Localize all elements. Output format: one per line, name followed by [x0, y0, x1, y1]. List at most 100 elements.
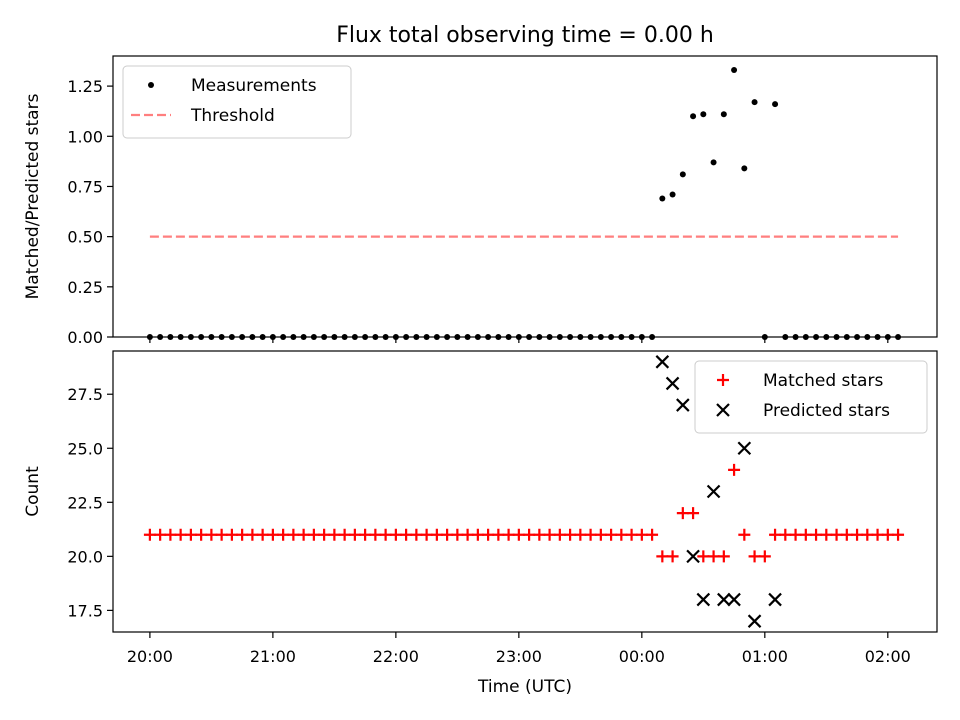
y-tick-label: 20.0	[67, 547, 103, 566]
data-point	[174, 528, 187, 541]
data-point	[287, 528, 300, 541]
data-point	[892, 528, 905, 541]
legend: Measurements Threshold	[122, 65, 352, 139]
legend-box	[122, 65, 352, 139]
data-point	[861, 528, 874, 541]
data-point	[441, 528, 454, 541]
data-point	[389, 528, 402, 541]
data-point	[584, 528, 597, 541]
series-matched-stars	[143, 463, 905, 563]
legend-marker	[716, 403, 730, 417]
data-point	[564, 528, 577, 541]
data-point	[659, 195, 666, 202]
y-tick-label: 1.25	[67, 77, 103, 96]
data-point	[666, 550, 679, 563]
data-point	[625, 528, 638, 541]
y-axis-label: Matched/Predicted stars	[23, 93, 43, 299]
data-point	[696, 592, 711, 607]
legend-marker	[717, 374, 729, 386]
data-point	[727, 592, 741, 607]
data-point	[215, 528, 228, 541]
data-point	[751, 99, 758, 106]
data-point	[768, 592, 782, 607]
y-tick-label: 0.00	[67, 328, 103, 347]
y-tick-label: 17.5	[67, 601, 103, 620]
y-tick-label: 25.0	[67, 439, 103, 458]
data-point	[195, 528, 208, 541]
data-point	[710, 159, 717, 166]
data-point	[461, 528, 474, 541]
data-point	[738, 528, 751, 541]
data-point	[379, 528, 392, 541]
data-point	[676, 398, 690, 412]
data-point	[635, 528, 648, 541]
data-point	[605, 528, 618, 541]
data-point	[747, 614, 762, 628]
data-point	[420, 528, 433, 541]
bottom-subplot: Count 17.5 20.0 22.5 25.0 27.5 20:00 21:00 22:00…	[23, 350, 938, 666]
data-point	[482, 528, 495, 541]
data-point	[143, 528, 156, 541]
data-point	[720, 111, 727, 118]
data-point	[359, 528, 372, 541]
data-point	[799, 528, 812, 541]
data-point	[533, 528, 546, 541]
data-point	[676, 507, 689, 520]
data-point	[871, 528, 884, 541]
data-point	[779, 528, 792, 541]
data-point	[451, 528, 464, 541]
data-point	[717, 592, 731, 607]
data-point	[553, 528, 566, 541]
data-point	[789, 528, 802, 541]
data-point	[728, 463, 741, 476]
data-point	[236, 528, 249, 541]
x-tick-label: 01:00	[742, 647, 788, 666]
y-tick-label: 0.25	[67, 278, 103, 297]
data-point	[758, 550, 771, 563]
data-point	[686, 549, 700, 564]
data-point	[266, 528, 279, 541]
data-point	[669, 191, 676, 198]
data-point	[655, 355, 670, 369]
y-axis-label: Count	[23, 466, 43, 517]
data-point	[748, 550, 761, 563]
data-point	[410, 528, 423, 541]
data-point	[369, 528, 382, 541]
data-point	[256, 528, 269, 541]
data-point	[471, 528, 484, 541]
data-point	[512, 528, 525, 541]
data-point	[574, 528, 587, 541]
data-point	[737, 441, 752, 456]
data-point	[328, 528, 341, 541]
data-point	[594, 528, 607, 541]
legend: Matched stars Predicted stars	[694, 360, 928, 434]
y-tick-label: 0.50	[67, 228, 103, 247]
data-point	[690, 113, 697, 120]
data-point	[851, 528, 864, 541]
data-point	[830, 528, 843, 541]
data-point	[523, 528, 536, 541]
data-point	[706, 484, 721, 499]
data-point	[615, 528, 628, 541]
data-point	[246, 528, 259, 541]
data-point	[205, 528, 218, 541]
data-point	[665, 376, 680, 391]
data-point	[840, 528, 853, 541]
data-point	[184, 528, 197, 541]
legend-label: Measurements	[191, 76, 317, 96]
data-point	[741, 165, 748, 172]
legend-label: Threshold	[190, 106, 275, 126]
data-point	[277, 528, 290, 541]
figure-title: Flux total observing time = 0.00 h	[336, 23, 714, 48]
data-point	[430, 528, 443, 541]
data-point	[400, 528, 413, 541]
y-tick-label: 22.5	[67, 493, 103, 512]
y-tick-label: 27.5	[67, 385, 103, 404]
legend-label: Matched stars	[763, 371, 883, 391]
data-point	[307, 528, 320, 541]
data-point	[687, 507, 700, 520]
data-point	[338, 528, 351, 541]
data-point	[707, 550, 720, 563]
data-point	[348, 528, 361, 541]
data-point	[297, 528, 310, 541]
